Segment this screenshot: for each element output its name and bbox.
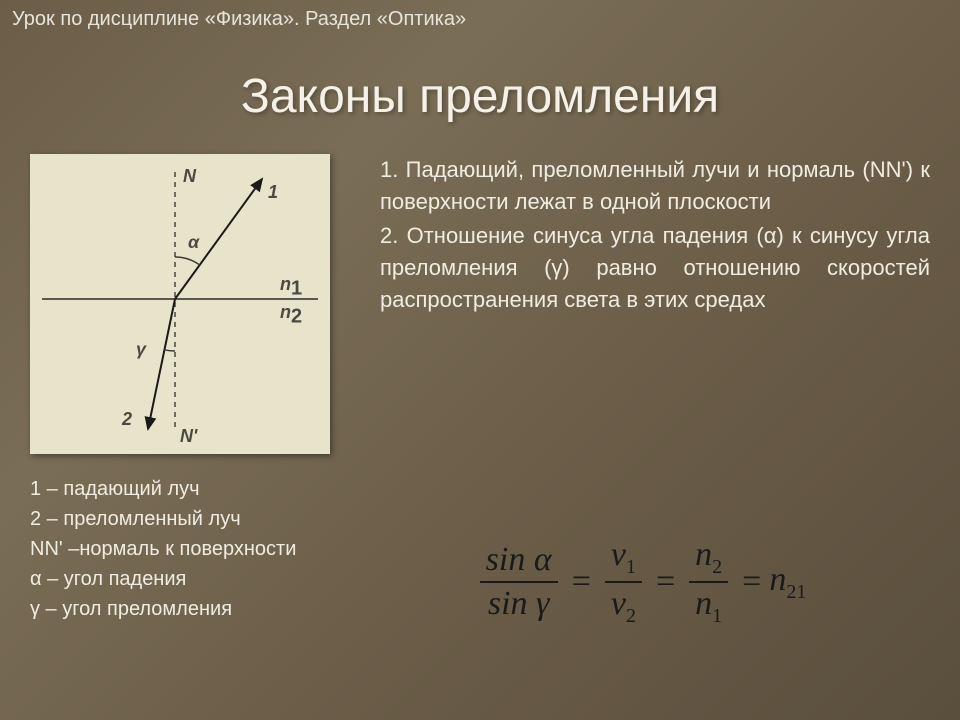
legend-line-2: 2 – преломленный луч (30, 504, 350, 534)
label-N-prime: N' (180, 426, 197, 447)
legend-line-5: γ – угол преломления (30, 594, 350, 624)
frac-n-num: n2 (689, 534, 728, 581)
label-alpha: α (188, 232, 199, 253)
frac-sin-den: sin γ (482, 583, 556, 625)
label-n2: n2 (280, 302, 302, 329)
frac-n: n2 n1 (689, 534, 728, 630)
frac-n-den: n1 (689, 583, 728, 630)
label-ray2: 2 (122, 409, 132, 430)
legend-line-1: 1 – падающий луч (30, 474, 350, 504)
frac-sin: sin α sin γ (480, 539, 558, 625)
snell-formula: sin α sin γ = v1 v2 = n2 n1 = n21 (430, 534, 850, 630)
equals-2: = (656, 563, 675, 601)
label-N: N (183, 166, 196, 187)
label-gamma: γ (136, 339, 146, 360)
page-title: Законы преломления (0, 69, 960, 124)
n21: n21 (769, 561, 806, 604)
law-2: 2. Отношение синуса угла падения (α) к с… (380, 220, 930, 316)
gamma-arc (164, 350, 175, 351)
alpha-arc (175, 257, 200, 265)
equals-1: = (572, 563, 591, 601)
header-text: Урок по дисциплине «Физика». Раздел «Опт… (0, 0, 960, 39)
legend-line-4: α – угол падения (30, 564, 350, 594)
diagram-legend: 1 – падающий луч 2 – преломленный луч NN… (30, 474, 350, 624)
refracted-ray (148, 299, 175, 429)
left-column: N N' 1 2 α γ n1 n2 1 – падающий луч 2 – … (30, 154, 350, 624)
formula-row: sin α sin γ = v1 v2 = n2 n1 = n21 (430, 534, 850, 630)
refraction-diagram: N N' 1 2 α γ n1 n2 (30, 154, 330, 454)
legend-line-3: NN' –нормаль к поверхности (30, 534, 350, 564)
frac-sin-num: sin α (480, 539, 558, 581)
equals-3: = (742, 563, 761, 601)
label-ray1: 1 (268, 182, 278, 203)
label-n1: n1 (280, 274, 302, 301)
law-1: 1. Падающий, преломленный лучи и нормаль… (380, 154, 930, 218)
frac-v-num: v1 (605, 534, 642, 581)
frac-v-den: v2 (605, 583, 642, 630)
frac-v: v1 v2 (605, 534, 642, 630)
laws-text: 1. Падающий, преломленный лучи и нормаль… (380, 154, 930, 315)
